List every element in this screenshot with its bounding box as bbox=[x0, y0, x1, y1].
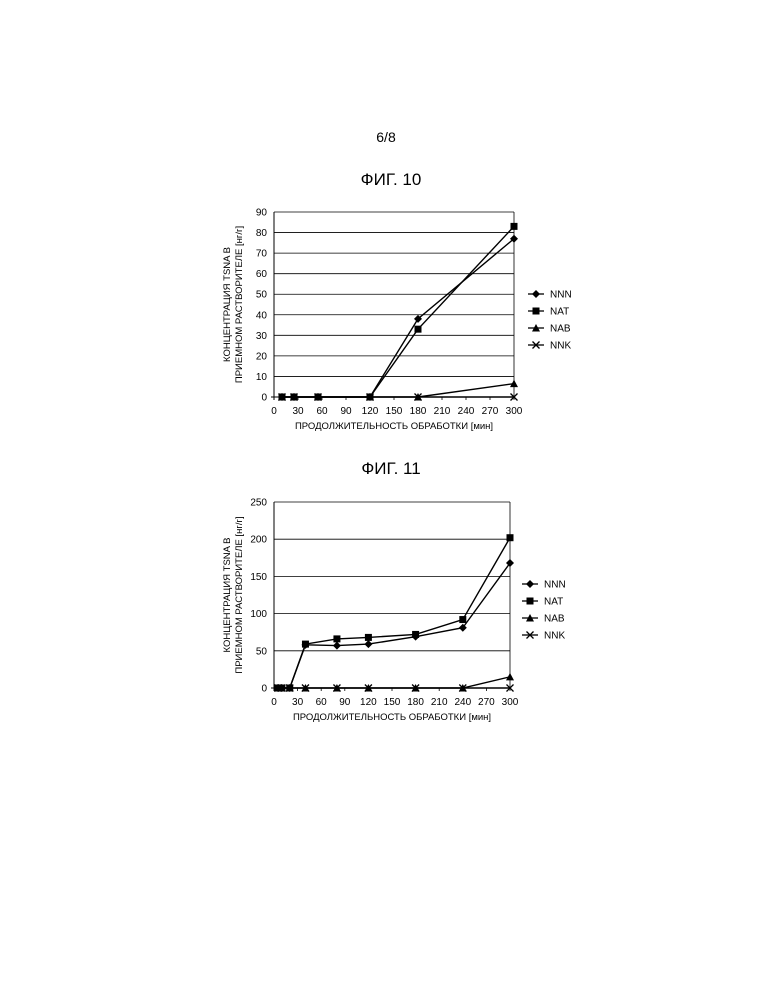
legend-label: NNN bbox=[544, 580, 566, 591]
y-tick-label: 10 bbox=[256, 372, 268, 383]
y-tick-label: 100 bbox=[250, 609, 267, 620]
legend-marker bbox=[527, 598, 534, 605]
y-tick-label: 40 bbox=[256, 310, 268, 321]
x-tick-label: 120 bbox=[362, 406, 379, 417]
legend-item-nab: NAB bbox=[522, 614, 565, 625]
x-tick-label: 30 bbox=[292, 697, 304, 708]
data-point-nnn bbox=[333, 642, 341, 650]
legend-label: NNN bbox=[550, 290, 572, 301]
x-axis-label: ПРОДОЛЖИТЕЛЬНОСТЬ ОБРАБОТКИ [мин] bbox=[293, 712, 491, 723]
x-tick-label: 240 bbox=[454, 697, 471, 708]
x-tick-label: 270 bbox=[478, 697, 495, 708]
y-tick-label: 0 bbox=[261, 684, 267, 695]
legend-item-nnk: NNK bbox=[522, 631, 565, 642]
legend-item-nnn: NNN bbox=[528, 290, 572, 301]
y-tick-label: 0 bbox=[261, 393, 267, 404]
x-tick-label: 210 bbox=[431, 697, 448, 708]
legend-marker bbox=[533, 308, 540, 315]
y-tick-label: 30 bbox=[256, 331, 268, 342]
page-number: 6/8 bbox=[0, 129, 772, 145]
series-nat bbox=[274, 534, 513, 691]
data-point-nat bbox=[507, 534, 514, 541]
x-tick-label: 60 bbox=[316, 406, 328, 417]
legend-marker bbox=[532, 290, 540, 298]
data-point-nat bbox=[415, 326, 422, 333]
x-tick-label: 210 bbox=[434, 406, 451, 417]
legend-label: NAT bbox=[550, 307, 569, 318]
x-tick-label: 180 bbox=[410, 406, 427, 417]
y-tick-label: 60 bbox=[256, 269, 268, 280]
series-line bbox=[282, 226, 514, 397]
x-tick-label: 240 bbox=[458, 406, 475, 417]
data-point-nat bbox=[302, 641, 309, 648]
x-tick-label: 150 bbox=[384, 697, 401, 708]
legend-item-nat: NAT bbox=[528, 307, 569, 318]
y-axis-label-line2: ПРИЕМНОМ РАСТВОРИТЕЛЕ [нг/г] bbox=[234, 226, 245, 383]
series-line bbox=[278, 538, 510, 688]
y-tick-label: 50 bbox=[256, 646, 268, 657]
series-line bbox=[282, 239, 514, 397]
x-tick-label: 0 bbox=[271, 406, 277, 417]
data-point-nnn bbox=[364, 640, 372, 648]
y-tick-label: 200 bbox=[250, 535, 267, 546]
legend-marker bbox=[526, 580, 534, 588]
series-nnk bbox=[279, 394, 518, 401]
legend-label: NNK bbox=[550, 341, 571, 352]
x-tick-label: 0 bbox=[271, 697, 277, 708]
y-tick-label: 80 bbox=[256, 228, 268, 239]
series-nnk bbox=[274, 685, 513, 692]
y-axis-label-line2: ПРИЕМНОМ РАСТВОРИТЕЛЕ [нг/г] bbox=[234, 516, 245, 673]
data-point-nat bbox=[412, 631, 419, 638]
x-tick-label: 150 bbox=[386, 406, 403, 417]
data-point-nat bbox=[333, 635, 340, 642]
data-point-nat bbox=[459, 616, 466, 623]
figure-10-chart: 0 10 20 30 40 50 60 70 80 90 0 30 60 90 120 150 180 210 24… bbox=[0, 200, 772, 440]
series-line bbox=[278, 677, 510, 688]
y-axis-label-line1: КОНЦЕНТРАЦИЯ TSNA В bbox=[222, 247, 233, 362]
series-nat bbox=[279, 223, 518, 401]
y-tick-label: 50 bbox=[256, 290, 268, 301]
series-nab bbox=[274, 673, 514, 692]
legend-label: NAB bbox=[544, 614, 565, 625]
y-axis-label-line1: КОНЦЕНТРАЦИЯ TSNA В bbox=[222, 538, 233, 653]
x-tick-label: 90 bbox=[340, 406, 352, 417]
y-tick-label: 250 bbox=[250, 498, 267, 509]
figure-11-title: ФИГ. 11 bbox=[0, 459, 772, 479]
legend-label: NAB bbox=[550, 324, 571, 335]
x-axis-label: ПРОДОЛЖИТЕЛЬНОСТЬ ОБРАБОТКИ [мин] bbox=[295, 421, 493, 432]
x-tick-label: 60 bbox=[316, 697, 328, 708]
y-tick-label: 150 bbox=[250, 572, 267, 583]
legend-item-nnk: NNK bbox=[528, 341, 571, 352]
legend-label: NAT bbox=[544, 597, 563, 608]
legend-item-nnn: NNN bbox=[522, 580, 566, 591]
x-tick-label: 300 bbox=[506, 406, 523, 417]
data-point-nab bbox=[506, 673, 514, 681]
series-nnn bbox=[274, 559, 514, 692]
x-tick-label: 270 bbox=[482, 406, 499, 417]
figure-10-title: ФИГ. 10 bbox=[0, 170, 772, 190]
series-line bbox=[278, 563, 510, 688]
legend-label: NNK bbox=[544, 631, 565, 642]
legend-item-nab: NAB bbox=[528, 324, 571, 335]
x-tick-label: 180 bbox=[407, 697, 424, 708]
x-tick-label: 300 bbox=[502, 697, 519, 708]
y-tick-label: 20 bbox=[256, 351, 268, 362]
x-tick-label: 30 bbox=[292, 406, 304, 417]
legend-item-nat: NAT bbox=[522, 597, 563, 608]
x-tick-label: 90 bbox=[339, 697, 351, 708]
figure-11-chart: 0 50 100 150 200 250 0 30 60 90 120 150 180 210 240 270… bbox=[0, 490, 772, 740]
data-point-nat bbox=[365, 634, 372, 641]
y-tick-label: 90 bbox=[256, 208, 268, 219]
data-point-nat bbox=[511, 223, 518, 230]
y-tick-label: 70 bbox=[256, 249, 268, 260]
x-tick-label: 120 bbox=[360, 697, 377, 708]
